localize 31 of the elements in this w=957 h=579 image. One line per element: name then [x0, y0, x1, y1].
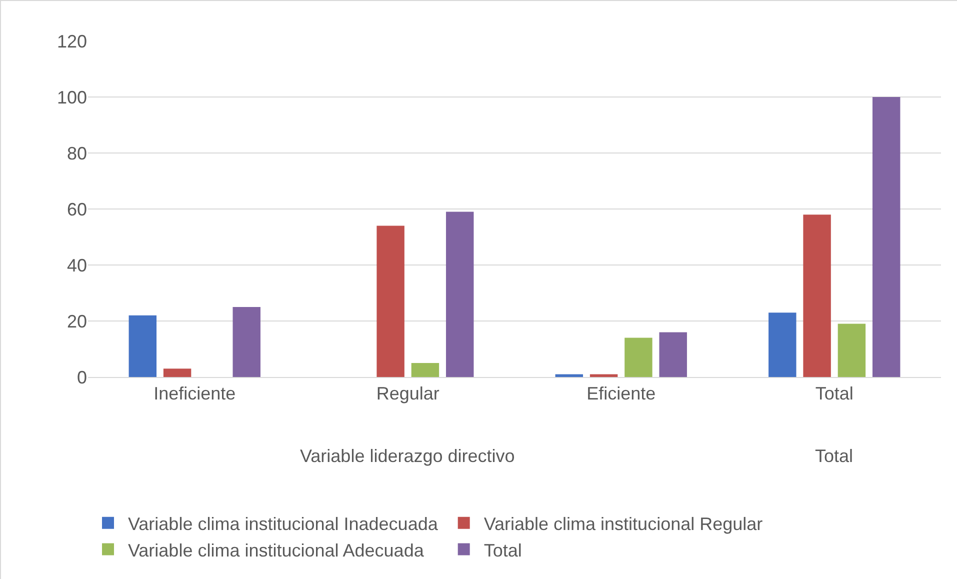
x-tick-label: Eficiente — [586, 384, 656, 404]
legend-label: Total — [484, 540, 522, 560]
y-tick-label: 120 — [56, 31, 87, 52]
bar — [163, 368, 192, 377]
y-tick-label: 80 — [66, 143, 87, 164]
x-tick-label: Regular — [376, 384, 440, 404]
bar — [768, 312, 796, 377]
y-tick-label: 0 — [76, 367, 87, 388]
legend-label: Variable clima institucional Inadecuada — [128, 514, 439, 534]
legend-label: Variable clima institucional Adecuada — [128, 540, 425, 560]
legend-label: Variable clima institucional Regular — [484, 514, 763, 534]
bar — [590, 374, 618, 377]
y-tick-label: 40 — [66, 255, 87, 276]
bar — [803, 214, 831, 377]
text: Total — [815, 446, 854, 466]
bar — [376, 226, 404, 377]
x-tick-label: Ineficiente — [154, 384, 236, 404]
bar — [659, 332, 687, 377]
bar — [411, 363, 440, 377]
bar — [555, 374, 584, 377]
bar — [232, 307, 260, 377]
x-axis-title: Variable liderazgo directivo — [300, 446, 515, 466]
bar — [624, 338, 652, 377]
bar — [838, 324, 866, 377]
x-tick-label: Total — [815, 384, 854, 404]
bar — [872, 97, 900, 377]
y-tick-label: 20 — [66, 311, 87, 332]
y-tick-label: 100 — [56, 87, 87, 108]
bar — [128, 315, 157, 377]
bar — [446, 212, 474, 377]
y-tick-label: 60 — [66, 199, 87, 220]
